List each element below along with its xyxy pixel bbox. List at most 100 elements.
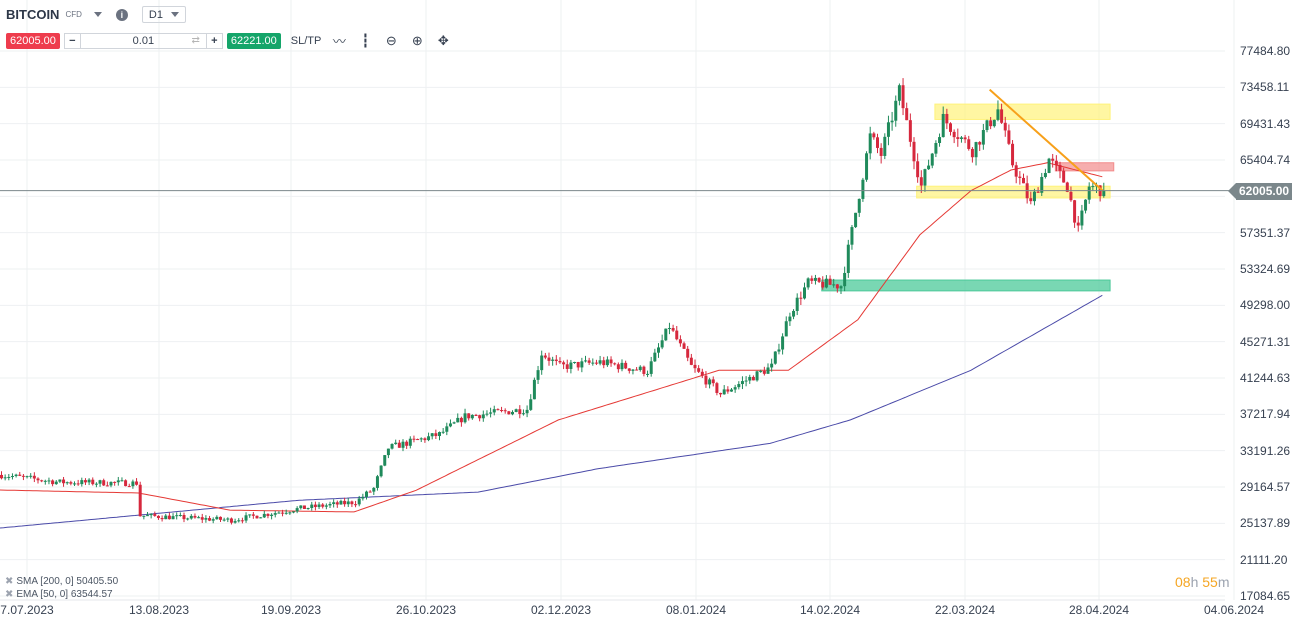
candle — [1043, 168, 1047, 179]
candle — [182, 512, 186, 523]
candle-body — [554, 359, 558, 362]
countdown-hours: 08 — [1175, 574, 1191, 590]
candle — [795, 293, 799, 316]
decrease-volume-button[interactable]: − — [69, 34, 76, 47]
candle-body — [259, 517, 263, 519]
candle-body — [657, 347, 660, 353]
candle — [744, 376, 748, 387]
candle — [540, 350, 544, 375]
candle — [87, 478, 91, 486]
candle-body — [98, 480, 102, 484]
candle-body — [485, 413, 489, 415]
line-chart-icon[interactable]: 〰 — [332, 34, 346, 49]
candle — [565, 359, 569, 373]
candle-body — [963, 137, 967, 140]
candle-body — [10, 476, 14, 478]
candle — [722, 385, 726, 395]
candle-body — [704, 375, 708, 385]
candle-body — [76, 483, 80, 485]
candle — [164, 513, 168, 520]
swap-icon[interactable]: ⇄ — [191, 35, 200, 46]
candle — [73, 481, 76, 487]
candle-body — [602, 360, 606, 366]
remove-indicator-icon[interactable]: ✖ — [5, 589, 14, 600]
candle-body — [682, 343, 686, 349]
candle-body — [693, 364, 697, 369]
zoom-in-icon[interactable]: ⊕ — [411, 32, 423, 48]
volume-stepper[interactable]: − 0.01 ⇄ + — [63, 32, 223, 49]
candle — [302, 505, 306, 510]
candle — [945, 108, 949, 130]
candle-body — [1032, 191, 1036, 202]
x-tick-label: 08.01.2024 — [665, 603, 727, 617]
candle — [365, 490, 368, 500]
candle-body — [299, 505, 303, 509]
candle — [266, 513, 270, 519]
candle — [627, 368, 631, 374]
candle — [646, 370, 650, 378]
candle — [941, 106, 945, 138]
candle-body — [324, 505, 328, 507]
candle-body — [288, 512, 292, 514]
candle — [792, 309, 796, 320]
candle-body — [1087, 186, 1091, 200]
candle — [963, 134, 967, 144]
candle — [503, 408, 507, 414]
candle — [883, 133, 887, 160]
candle-body — [521, 413, 525, 415]
candle — [361, 493, 365, 501]
candle — [237, 518, 241, 523]
increase-volume-button[interactable]: + — [211, 34, 218, 47]
candle-body — [813, 277, 817, 281]
zoom-out-icon[interactable]: ⊖ — [385, 32, 397, 48]
sltp-button[interactable]: SL/TP — [290, 34, 322, 47]
candle-body — [660, 340, 664, 348]
candle-body — [215, 516, 219, 520]
candle-body — [901, 85, 905, 109]
candle-body — [463, 413, 467, 423]
timeframe-select[interactable]: D1 — [141, 6, 186, 23]
candle — [138, 481, 142, 517]
candle — [956, 128, 960, 147]
candle — [675, 326, 679, 341]
candle-body — [470, 414, 474, 419]
info-icon[interactable]: i — [115, 8, 128, 21]
candle-body — [448, 423, 452, 427]
candle-body — [806, 278, 810, 288]
volume-input[interactable]: 0.01 ⇄ — [79, 33, 207, 48]
indicator-sma[interactable]: ✖ SMA [200, 0] 50405.50 — [0, 575, 118, 588]
candle — [876, 133, 879, 154]
candle-body — [649, 361, 653, 374]
candlestick-icon[interactable]: ┇ — [361, 32, 370, 48]
remove-indicator-icon[interactable]: ✖ — [5, 576, 14, 587]
candle — [996, 100, 1000, 122]
move-icon[interactable]: ✥ — [437, 32, 449, 48]
candle — [113, 481, 117, 486]
buy-button[interactable]: 62221.00 — [226, 32, 281, 49]
candle — [324, 503, 328, 510]
candle-body — [959, 137, 963, 139]
candle-body — [722, 389, 726, 395]
candle — [514, 408, 518, 413]
candle-body — [160, 518, 164, 520]
candle-body — [3, 477, 7, 479]
symbol-dropdown-icon[interactable] — [93, 12, 102, 17]
sell-button[interactable]: 62005.00 — [6, 32, 60, 49]
candle-body — [354, 504, 358, 506]
candle — [857, 198, 861, 217]
candle-body — [306, 507, 310, 509]
candle-body — [222, 519, 226, 521]
candle — [416, 438, 420, 441]
candle-body — [427, 436, 431, 441]
candle-body — [1080, 210, 1084, 226]
indicator-ema[interactable]: ✖ EMA [50, 0] 63544.57 — [0, 588, 118, 601]
candle-body — [328, 503, 332, 506]
candle — [573, 361, 577, 364]
candle — [29, 473, 33, 479]
candle-body — [1011, 143, 1015, 166]
candle — [277, 511, 281, 514]
candle — [952, 129, 956, 144]
x-tick-label: 7.07.2023 — [0, 603, 54, 617]
candle — [1029, 191, 1033, 205]
